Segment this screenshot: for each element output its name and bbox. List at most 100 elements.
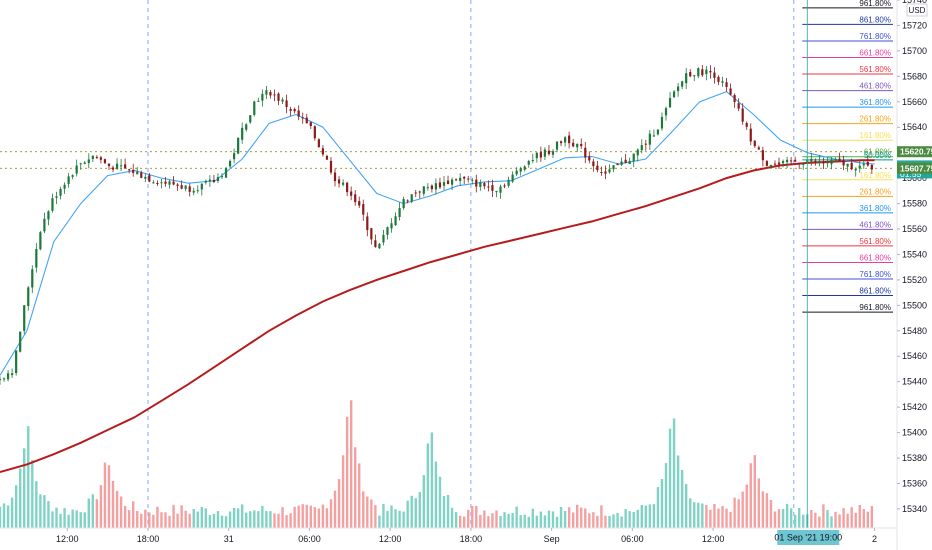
volume-bar [600,505,603,528]
price-axis[interactable]: 1574015720157001568015660156401562015600… [896,0,932,550]
candle-body [777,162,781,165]
volume-bar [753,455,756,528]
candle-body [31,269,34,288]
volume-bar [51,511,54,528]
volume-bar [689,498,692,528]
fib-label-1: 861.80% [859,15,891,24]
candle-body [39,232,42,250]
volume-bar [168,515,171,528]
volume-bar [273,513,276,528]
candle-body [216,177,220,181]
volume-bar [575,504,579,528]
candle-body [781,161,785,164]
volume-bar [265,510,268,528]
volume-bar [471,506,474,528]
volume-bar [75,510,78,528]
candle-body [103,159,107,164]
volume-bar [571,512,575,528]
candle-body [705,69,708,75]
volume-bar [236,508,240,528]
volume-bar [47,501,50,528]
candle-body [753,140,756,147]
volume-bar [172,504,175,528]
volume-bar [850,507,853,528]
candle-body [51,198,54,211]
volume-bar [709,509,712,528]
candle-body [636,149,639,156]
volume-bar [789,508,793,528]
price-tick-label-9: 15560 [902,224,927,234]
candle-body [644,143,647,145]
volume-bar [507,513,510,528]
candle-body [115,163,119,169]
volume-bar [91,494,95,528]
candle-body [737,103,740,109]
volume-bar [438,476,442,528]
candle-body [370,228,373,240]
candle-body [285,100,288,108]
candle-body [818,160,821,164]
candle-body [309,122,312,127]
candle-body [224,168,228,178]
volume-bar [644,505,648,528]
candle-body [733,95,736,103]
candle-body [608,169,611,173]
price-tick-label-10: 15540 [902,249,927,259]
time-tick-label-2: 31 [224,534,234,544]
candle-body [467,178,470,180]
volume-bar [680,469,684,528]
candle-body [773,163,777,165]
time-axis[interactable]: 12:00 18:00 31 06:00 12:00 18:00 Sep 06:00 12:00… [0,527,932,544]
volume-bar [596,515,599,528]
price-tick-label-12: 15500 [902,300,927,310]
candle-body [354,194,357,203]
time-tick-label-8: 12:00 [702,534,725,544]
candle-body [426,187,429,189]
candle-body [870,164,873,170]
candle-body [717,76,720,82]
candle-body [459,177,462,181]
candle-body [71,175,74,177]
candle-body [11,373,14,376]
volume-bar [608,515,611,528]
volume-bar [604,515,607,528]
candle-body [858,165,861,169]
volume-bar [156,506,159,528]
candle-body [390,223,393,229]
fib-label-7: 261.80% [859,115,891,124]
candle-body [838,158,841,161]
volume-bar [834,511,837,528]
candle-body [701,69,704,76]
volume-bar [382,503,385,528]
candle-body [168,181,171,185]
candle-body [91,155,94,160]
candle-body [35,248,38,268]
volume-bar [866,511,870,528]
volume-bar [693,502,696,528]
crosshair-time-label: 01 Sep '21 19:00 [774,533,842,543]
candle-body [475,179,478,187]
candle-body [596,165,599,171]
candle-body [846,163,849,167]
fib-label-9: 61.80% [864,148,891,157]
volume-bar [2,503,6,528]
fib-label-15: 561.80% [859,237,891,246]
candle-body [563,137,567,143]
candle-body [172,181,175,185]
candle-body [346,182,349,193]
volume-bar [321,504,325,528]
currency-box [906,3,928,17]
candle-body [176,184,179,186]
candle-body [790,160,793,162]
volume-bar [99,485,103,528]
volume-bar [184,510,187,528]
candle-body [0,379,2,381]
candle-body [434,183,438,190]
candle-body [499,186,502,193]
volume-bar [648,504,652,528]
candle-body [6,373,10,380]
volume-bar [870,506,874,528]
candle-body [689,72,692,77]
candle-body [325,155,329,160]
